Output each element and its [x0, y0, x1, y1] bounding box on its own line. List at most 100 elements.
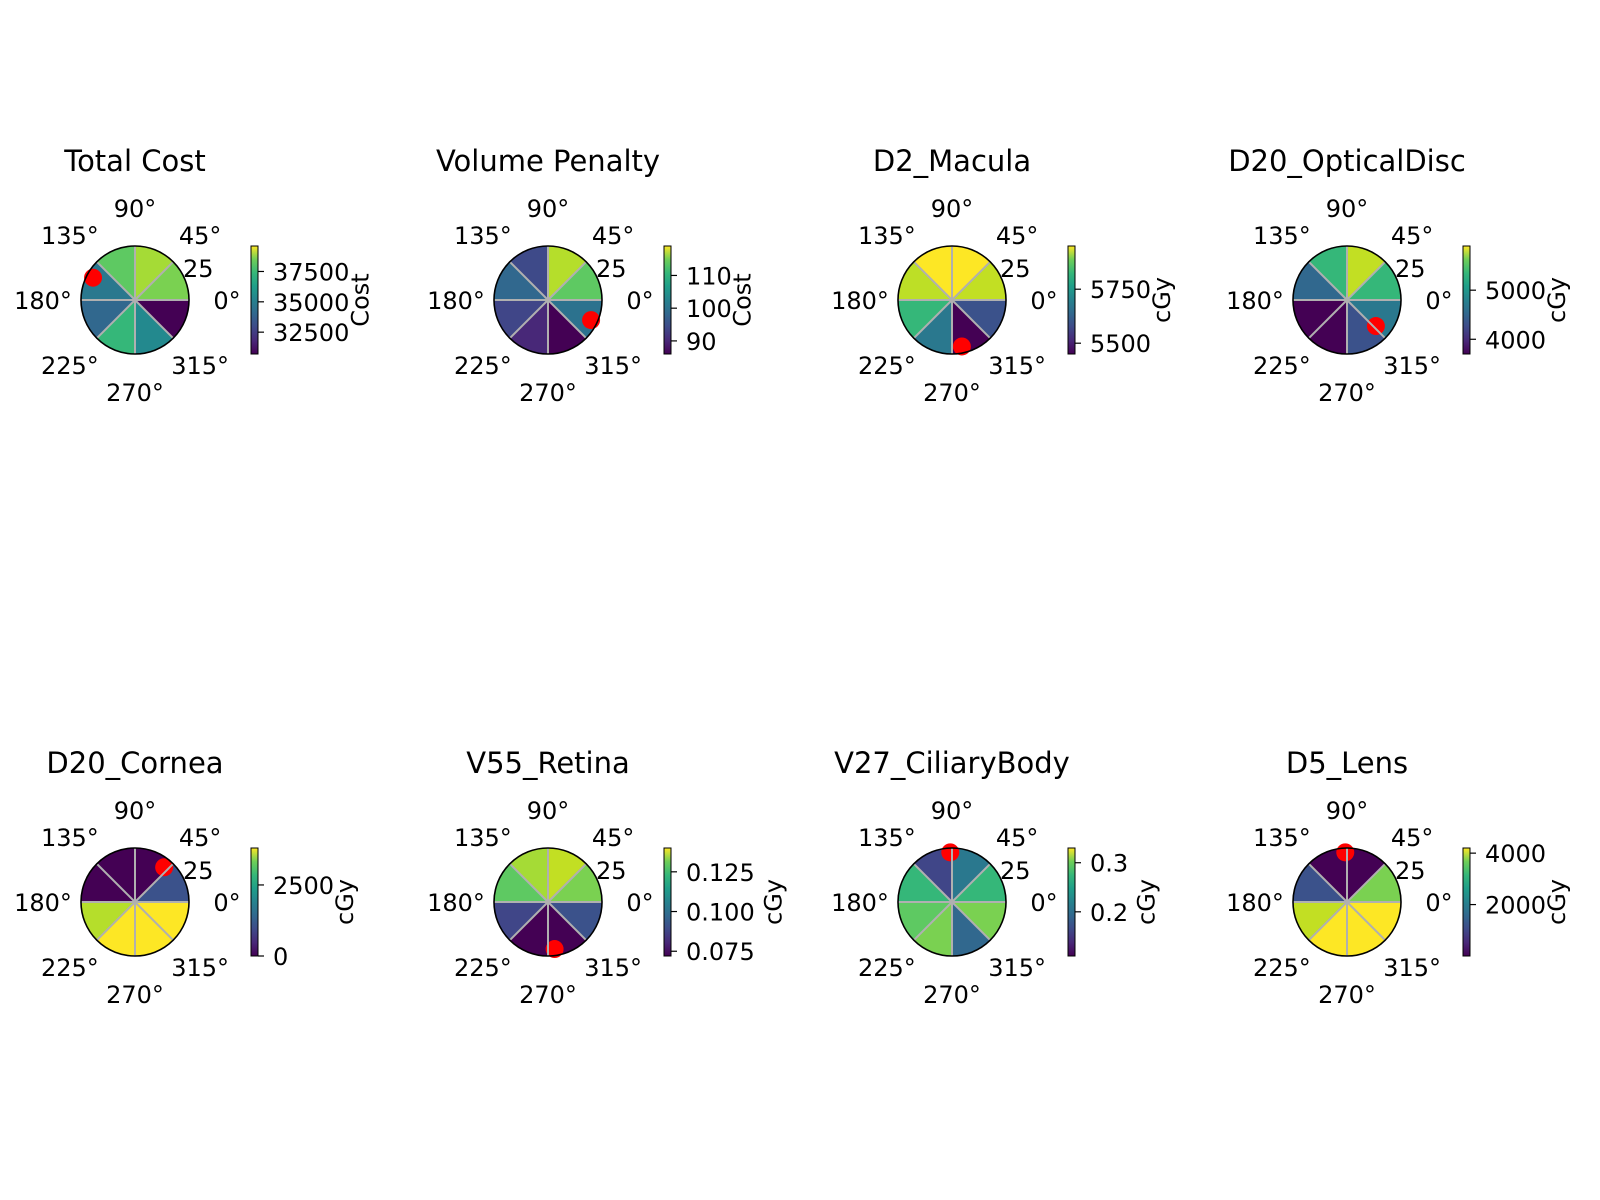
polar-frame: [493, 245, 603, 355]
colorbar-tick-label: 5500: [1090, 330, 1151, 358]
angle-tick-label: 45°: [592, 824, 635, 852]
heat-sector: [135, 300, 174, 354]
colorbar-tick-label: 2500: [273, 872, 334, 900]
heat-sector: [1347, 261, 1401, 300]
heat-sector: [135, 863, 189, 902]
optimum-marker: [155, 858, 174, 877]
angle-tick-label: 135°: [858, 222, 916, 250]
colorbar: [1067, 245, 1076, 355]
radial-tick-label: 25: [1395, 857, 1426, 885]
polar-panel: V27_CiliaryBody 0° 45° 90° 135° 180° 225°270°3…: [831, 746, 1160, 1009]
grid-spoke: [96, 261, 136, 301]
angle-tick-label: 315°: [171, 954, 229, 982]
panel-title: D20_Cornea: [46, 746, 223, 780]
polar-panel: D20_Cornea 0° 45° 90° 135° 180° 225°270°315° 25…: [14, 746, 359, 1009]
colorbar: [663, 245, 672, 355]
grid-spoke: [1308, 863, 1348, 903]
colorbar-tick-label: 37500: [273, 259, 349, 287]
heat-sector: [548, 863, 602, 902]
angle-tick-label: 180°: [427, 889, 485, 917]
radial-tick-label: 25: [183, 857, 214, 885]
grid-spoke: [96, 901, 136, 941]
angle-tick-label: 90°: [114, 195, 157, 223]
panel-title: D2_Macula: [873, 144, 1031, 178]
panel-title: V55_Retina: [466, 746, 630, 780]
grid-spoke: [96, 299, 136, 339]
optimum-marker: [941, 843, 960, 862]
heat-sector: [1347, 902, 1401, 941]
colorbar-tick-label: 0.100: [686, 899, 755, 927]
angle-tick-label: 135°: [858, 824, 916, 852]
angle-tick-label: 270°: [519, 981, 577, 1009]
grid-spoke: [134, 901, 174, 941]
angle-tick-label: 90°: [931, 797, 974, 825]
angle-tick-label: 225°: [1253, 954, 1311, 982]
grid-spoke: [913, 299, 953, 339]
grid-spoke: [509, 261, 549, 301]
heat-sector: [913, 246, 952, 300]
angle-tick-label: 45°: [179, 824, 222, 852]
colorbar-label: Cost: [347, 273, 375, 326]
angle-tick-label: 180°: [14, 287, 72, 315]
grid-spoke: [913, 261, 953, 301]
angle-tick-label: 0°: [213, 287, 240, 315]
grid-spoke: [1346, 901, 1386, 941]
angle-tick-label: 135°: [41, 824, 99, 852]
angle-tick-label: 270°: [1318, 981, 1376, 1009]
grid-spoke: [547, 261, 587, 301]
optimum-marker: [952, 337, 971, 356]
heat-sector: [1308, 902, 1347, 956]
heat-sector: [509, 902, 548, 956]
heat-sector: [1293, 261, 1347, 300]
heat-sector: [898, 261, 952, 300]
heat-sector: [913, 300, 952, 354]
heat-sector: [1293, 300, 1347, 339]
angle-tick-label: 45°: [996, 222, 1039, 250]
angle-tick-label: 0°: [1030, 889, 1057, 917]
polar-frame: [1292, 847, 1402, 957]
colorbar-tick-label: 5750: [1090, 276, 1151, 304]
angle-tick-label: 180°: [1226, 287, 1284, 315]
angle-tick-label: 135°: [454, 222, 512, 250]
grid-spoke: [951, 261, 991, 301]
angle-tick-label: 270°: [923, 981, 981, 1009]
colorbar-label: cGy: [1133, 879, 1161, 925]
grid-spoke: [509, 901, 549, 941]
heat-sector: [898, 902, 952, 941]
grid-spoke: [134, 299, 174, 339]
colorbar-tick-label: 32500: [273, 319, 349, 347]
colorbar-tick-label: 2000: [1485, 892, 1546, 920]
panel-title: V27_CiliaryBody: [834, 746, 1070, 780]
angle-tick-label: 0°: [213, 889, 240, 917]
angle-tick-label: 270°: [106, 379, 164, 407]
heat-sector: [952, 863, 1006, 902]
colorbar-tick-label: 5000: [1485, 277, 1546, 305]
angle-tick-label: 45°: [996, 824, 1039, 852]
angle-tick-label: 0°: [1425, 287, 1452, 315]
colorbar-label: cGy: [1543, 277, 1571, 323]
heat-sector: [952, 246, 991, 300]
optimum-marker: [545, 940, 564, 959]
grid-spoke: [951, 901, 991, 941]
heat-sector: [509, 848, 548, 902]
grid-spoke: [1346, 863, 1386, 903]
heat-sector: [494, 863, 548, 902]
radial-tick-label: 25: [1395, 255, 1426, 283]
colorbar-tick-label: 90: [686, 328, 717, 356]
heat-sector: [913, 848, 952, 902]
heat-sector: [952, 848, 991, 902]
angle-tick-label: 90°: [114, 797, 157, 825]
heat-sector: [81, 902, 135, 941]
grid-spoke: [1308, 299, 1348, 339]
colorbar: [663, 847, 672, 957]
heat-sector: [135, 261, 189, 300]
angle-tick-label: 180°: [831, 889, 889, 917]
angle-tick-label: 225°: [41, 352, 99, 380]
heat-sector: [135, 902, 189, 941]
grid-spoke: [1346, 299, 1386, 339]
heat-sector: [96, 848, 135, 902]
heat-sector: [913, 902, 952, 956]
colorbar-label: cGy: [331, 879, 359, 925]
grid-spoke: [951, 299, 991, 339]
heat-sector: [548, 261, 602, 300]
